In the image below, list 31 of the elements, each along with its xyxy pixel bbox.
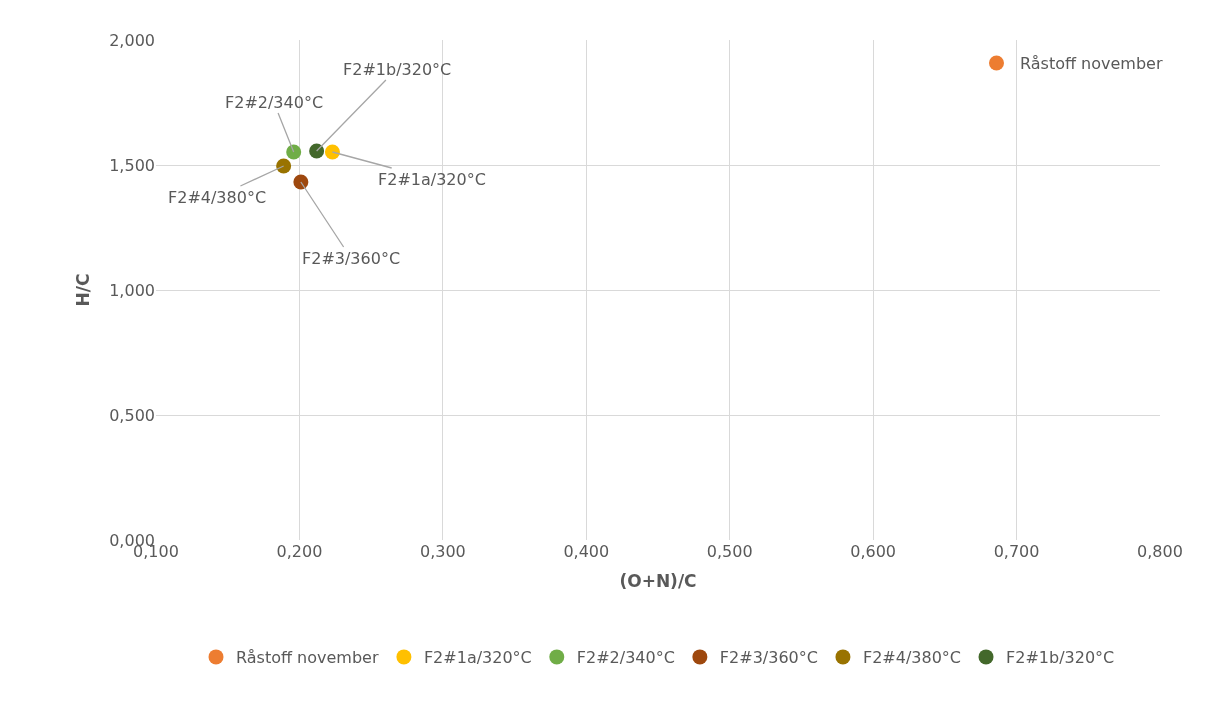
text: F2#1a/320°C	[378, 170, 486, 189]
y-tick-label: 2,000	[109, 30, 155, 50]
y-tick-label: 1,500	[109, 155, 155, 175]
point	[286, 144, 302, 160]
point	[324, 144, 340, 160]
text: F2#3/360°C	[302, 249, 401, 268]
x-tick-label: 0,700	[993, 542, 1040, 561]
y-tick-label: 1,000	[109, 280, 155, 300]
legend-label: F2#1a/320°C	[423, 648, 532, 668]
point	[309, 143, 325, 159]
x-tick-label: 0,500	[706, 542, 753, 561]
legend-label: F2#3/360°C	[719, 648, 818, 668]
legend-label: F2#4/380°C	[862, 648, 962, 668]
text: F2#4/380°C	[168, 188, 267, 207]
x-tick-label: 0,200	[276, 542, 323, 561]
x-tick-label: 0,600	[850, 542, 897, 561]
x-axis-title: (O+N)/C	[619, 571, 697, 592]
legend-label: F2#2/340°C	[576, 648, 675, 668]
point	[989, 55, 1004, 71]
point	[276, 158, 292, 174]
y-axis-title: H/C	[72, 273, 93, 307]
text: F2#1b/320°C	[343, 60, 452, 79]
y-tick-label: 0,500	[109, 405, 155, 425]
point	[293, 174, 309, 190]
legend-label: F2#1b/320°C	[1006, 648, 1115, 668]
text: Råstoff november	[1020, 54, 1163, 73]
x-tick-label: 0,300	[419, 542, 466, 561]
x-tick-label: 0,800	[1137, 542, 1183, 561]
legend-label: Råstoff november	[236, 648, 379, 668]
x-tick-label: 0,400	[563, 542, 610, 561]
text: F2#2/340°C	[225, 93, 324, 112]
